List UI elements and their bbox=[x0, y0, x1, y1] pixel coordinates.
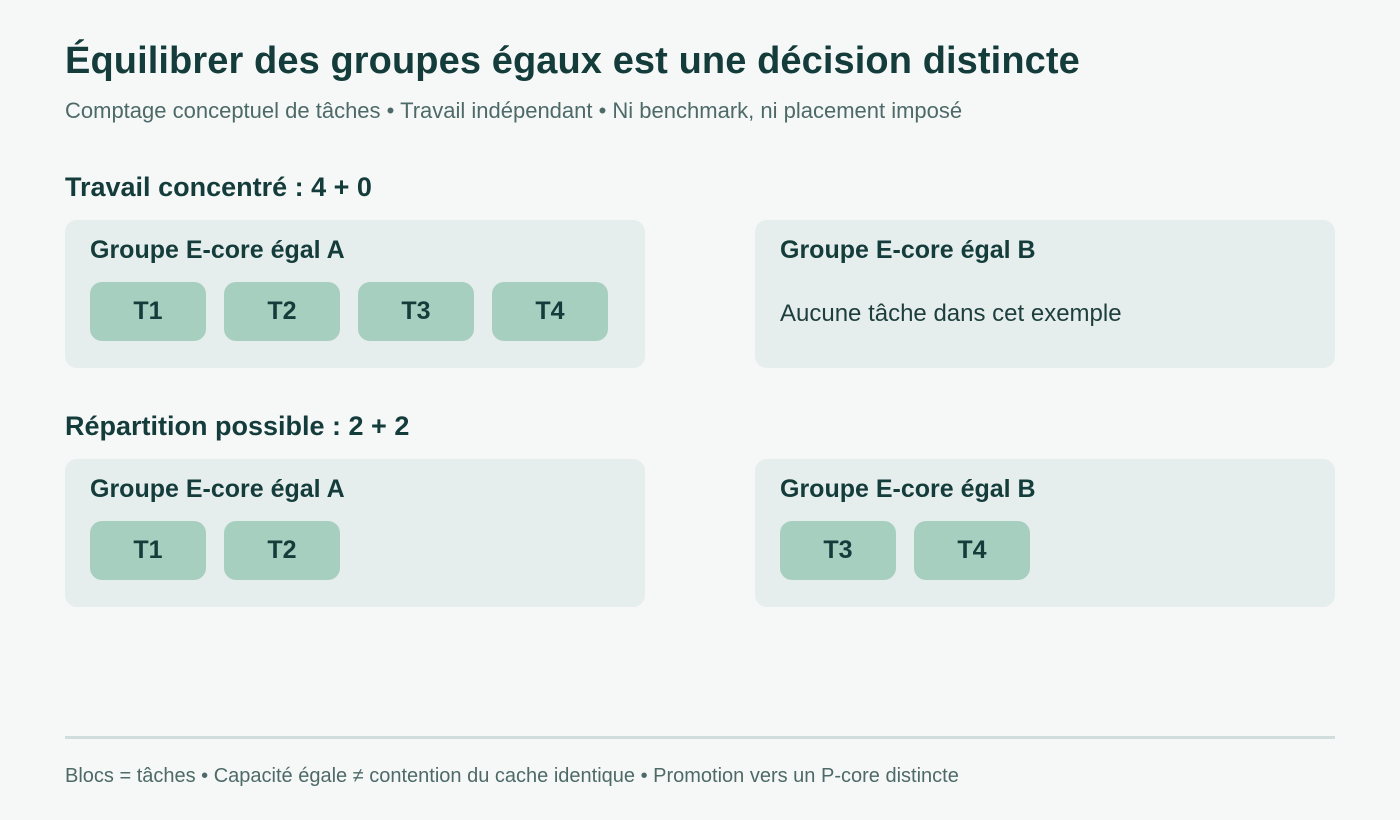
empty-group-note: Aucune tâche dans cet exemple bbox=[780, 300, 1122, 327]
group-label: Groupe E-core égal B bbox=[780, 236, 1036, 264]
task-block: T4 bbox=[914, 521, 1030, 580]
group-label: Groupe E-core égal A bbox=[90, 236, 345, 264]
group-label: Groupe E-core égal A bbox=[90, 475, 345, 503]
task-list: T3 T4 bbox=[780, 521, 1030, 580]
group-concentrated-a: Groupe E-core égal A T1 T2 T3 T4 bbox=[65, 220, 645, 368]
page-subtitle: Comptage conceptuel de tâches • Travail … bbox=[65, 98, 963, 123]
group-concentrated-b: Groupe E-core égal B Aucune tâche dans c… bbox=[755, 220, 1335, 368]
task-block: T2 bbox=[224, 521, 340, 580]
group-label: Groupe E-core égal B bbox=[780, 475, 1036, 503]
task-block: T4 bbox=[492, 282, 608, 341]
section-title-split: Répartition possible : 2 + 2 bbox=[65, 411, 410, 441]
footer-divider bbox=[65, 736, 1335, 739]
page-title: Équilibrer des groupes égaux est une déc… bbox=[65, 40, 1080, 82]
task-block: T2 bbox=[224, 282, 340, 341]
group-split-a: Groupe E-core égal A T1 T2 bbox=[65, 459, 645, 607]
task-block: T3 bbox=[780, 521, 896, 580]
task-block: T3 bbox=[358, 282, 474, 341]
task-block: T1 bbox=[90, 282, 206, 341]
task-block: T1 bbox=[90, 521, 206, 580]
group-split-b: Groupe E-core égal B T3 T4 bbox=[755, 459, 1335, 607]
section-title-concentrated: Travail concentré : 4 + 0 bbox=[65, 172, 372, 202]
footer-note: Blocs = tâches • Capacité égale ≠ conten… bbox=[65, 765, 959, 787]
task-list: T1 T2 bbox=[90, 521, 340, 580]
task-list: T1 T2 T3 T4 bbox=[90, 282, 608, 341]
